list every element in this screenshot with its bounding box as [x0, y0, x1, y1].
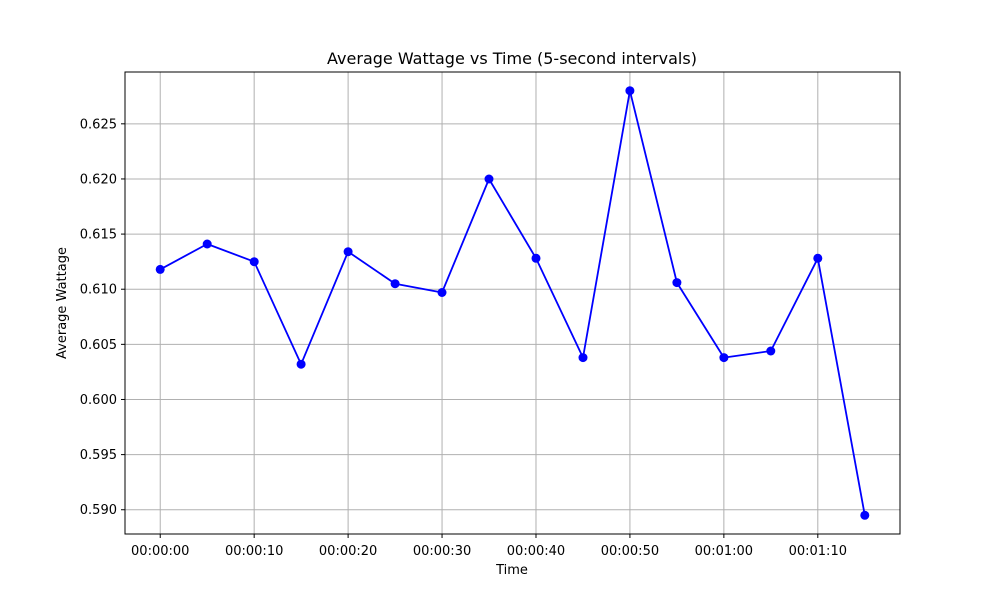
data-point	[343, 247, 353, 257]
plot-area-frame	[124, 71, 901, 535]
grid-lines	[125, 72, 900, 534]
x-tick-label: 00:00:40	[507, 544, 565, 559]
x-tick-label: 00:00:10	[225, 544, 283, 559]
x-axis-label: Time	[495, 563, 528, 578]
y-tick-label: 0.610	[80, 283, 117, 298]
y-axis: 0.590 0.595 0.600 0.605 0.610 0.615 0.620 0.625	[80, 117, 125, 518]
y-tick-label: 0.605	[80, 338, 117, 353]
x-tick-label: 00:01:10	[789, 544, 847, 559]
chart-title: Average Wattage vs Time (5-second interv…	[327, 49, 697, 68]
data-point	[625, 86, 635, 96]
data-point	[390, 279, 400, 289]
series-line	[159, 89, 866, 516]
x-tick-label: 00:00:20	[319, 544, 377, 559]
data-point	[249, 257, 259, 267]
x-axis: 00:00:00 00:00:10 00:00:20 00:00:30 00:00:40…	[131, 534, 847, 559]
y-tick-label: 0.615	[80, 228, 117, 243]
data-point	[766, 346, 776, 356]
data-point	[531, 253, 541, 263]
data-point	[672, 278, 682, 288]
x-tick-label: 00:00:50	[601, 544, 659, 559]
data-point	[437, 288, 447, 297]
y-tick-label: 0.595	[80, 448, 117, 463]
data-point	[202, 239, 212, 249]
data-point	[578, 353, 588, 363]
x-tick-label: 00:01:00	[695, 544, 753, 559]
data-point	[155, 264, 165, 274]
data-point	[296, 359, 306, 369]
data-point	[813, 253, 823, 263]
y-tick-label: 0.590	[80, 503, 117, 518]
data-point	[719, 353, 729, 363]
x-tick-label: 00:00:30	[413, 544, 471, 559]
y-tick-label: 0.620	[80, 172, 117, 187]
y-tick-label: 0.625	[80, 117, 117, 132]
y-axis-label: Average Wattage	[55, 247, 70, 359]
x-tick-label: 00:00:00	[131, 544, 189, 559]
y-tick-label: 0.600	[80, 393, 117, 408]
data-points	[155, 86, 870, 520]
data-point	[860, 510, 870, 520]
data-point	[484, 174, 494, 184]
series-line-group	[159, 89, 866, 516]
